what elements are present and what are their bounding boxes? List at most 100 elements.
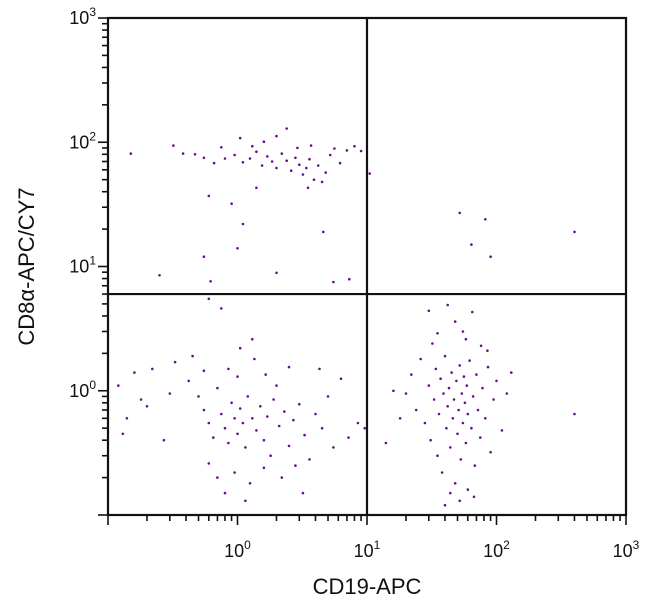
x-tick-label: 100 [224, 538, 251, 561]
event-dot [275, 166, 278, 170]
event-dot [460, 392, 464, 395]
event-dot [308, 157, 311, 161]
event-dot [285, 159, 289, 162]
event-dot [465, 384, 469, 387]
event-dot [466, 412, 470, 416]
event-dot [449, 491, 452, 495]
event-dot [410, 373, 413, 376]
event-dot [427, 384, 431, 387]
event-dot [202, 255, 206, 258]
event-dot [470, 243, 473, 246]
event-dot [452, 398, 456, 401]
event-dot [197, 395, 200, 398]
event-dot [255, 186, 258, 190]
x-tick-label: 101 [354, 538, 381, 561]
event-dot [301, 173, 305, 176]
event-dot [251, 337, 254, 341]
event-dot [437, 412, 441, 416]
event-dot [287, 365, 291, 369]
event-dot [230, 202, 233, 205]
event-dot [453, 320, 457, 323]
event-dot [207, 194, 211, 198]
event-dot [471, 395, 475, 398]
event-dot [233, 153, 236, 157]
event-dot [368, 172, 372, 175]
event-dot [121, 432, 125, 436]
event-dot [280, 476, 284, 479]
event-dot [481, 386, 484, 390]
event-dot [187, 379, 190, 383]
event-dot [266, 155, 269, 158]
event-dot [223, 426, 227, 430]
event-dot [251, 417, 254, 420]
event-dot [484, 417, 487, 420]
event-dot [332, 446, 335, 449]
event-dot [462, 375, 466, 378]
event-dot [202, 156, 206, 160]
y-axis-minor-ticks [98, 17, 108, 516]
event-dot [296, 146, 299, 150]
event-dot [458, 364, 462, 367]
event-dot [181, 152, 185, 155]
x-axis-tick-labels: 100 101 102 103 [224, 538, 640, 561]
event-dot [484, 218, 487, 221]
event-dot [139, 398, 143, 401]
event-dots [117, 127, 576, 507]
event-dot [436, 454, 439, 458]
event-dot [326, 395, 330, 398]
event-dot [495, 379, 498, 383]
event-dot [332, 280, 335, 284]
event-dot [316, 164, 320, 167]
event-dot [260, 164, 264, 167]
event-dot [461, 421, 465, 425]
event-dot [500, 429, 504, 432]
event-dot [446, 303, 450, 307]
event-dot [151, 367, 154, 371]
event-dot [255, 150, 258, 153]
event-dot [227, 367, 230, 371]
event-dot [220, 146, 223, 149]
event-dot [318, 367, 321, 371]
event-dot [468, 359, 471, 362]
event-dot [292, 418, 295, 422]
y-tick-label: 103 [69, 5, 96, 28]
event-dot [464, 337, 468, 341]
event-dot [431, 342, 434, 345]
event-dot [216, 476, 219, 479]
event-dot [162, 438, 166, 442]
event-dot [464, 441, 468, 445]
event-dot [439, 377, 442, 381]
event-dot [207, 462, 211, 465]
event-dot [209, 280, 212, 283]
event-dot [456, 432, 459, 436]
event-dot [427, 309, 431, 313]
event-dot [339, 377, 343, 381]
event-dot [191, 354, 194, 358]
event-dot [223, 157, 227, 160]
event-dot [338, 161, 342, 165]
event-dot [436, 332, 439, 335]
event-dot [443, 354, 447, 358]
event-dot [479, 344, 483, 348]
event-dot [216, 386, 219, 390]
event-dot [193, 153, 197, 156]
event-dot [212, 161, 216, 165]
event-dot [301, 491, 305, 495]
event-dot [459, 458, 463, 461]
event-dot [269, 454, 272, 458]
event-dot [442, 392, 445, 395]
event-dot [324, 171, 328, 174]
event-dot [251, 144, 254, 148]
event-dot [233, 417, 236, 420]
y-tick-label: 100 [69, 378, 96, 401]
event-dot [476, 408, 480, 412]
event-dot [446, 405, 450, 408]
x-tick-label: 103 [613, 538, 640, 561]
event-dot [241, 421, 245, 425]
event-dot [294, 464, 297, 467]
event-dot [275, 384, 278, 387]
event-dot [320, 180, 324, 184]
event-dot [173, 360, 177, 364]
event-dot [458, 211, 462, 215]
